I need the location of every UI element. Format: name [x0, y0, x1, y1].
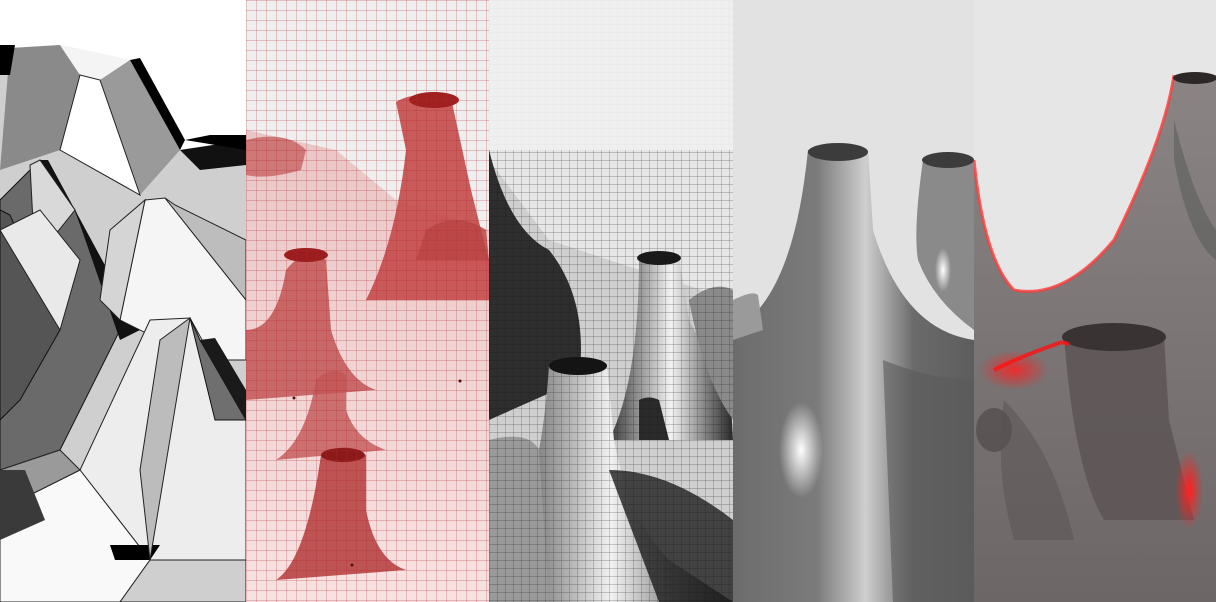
- xray-surface-graphic: [974, 0, 1216, 602]
- xray-render-panel: [974, 0, 1216, 602]
- gray-mesh-surface-graphic: [489, 0, 733, 602]
- wireframe-render-panel: [246, 0, 489, 602]
- red-wireframe-surface-graphic: [246, 0, 489, 602]
- smooth-shaded-surface-graphic: [733, 0, 974, 602]
- faceted-render-panel: [0, 0, 246, 602]
- mesh-render-panel: [489, 0, 733, 602]
- faceted-surface-graphic: [0, 0, 246, 602]
- shaded-render-panel: [733, 0, 974, 602]
